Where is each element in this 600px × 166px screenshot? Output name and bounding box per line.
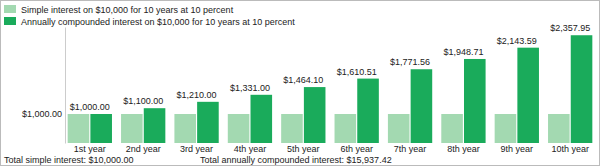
- y-axis-line: [65, 28, 66, 144]
- bar: [90, 114, 112, 143]
- x-tick-label: 3rd year: [180, 144, 213, 154]
- data-label: $1,464.10: [283, 75, 323, 85]
- data-label: $1,100.00: [123, 96, 163, 106]
- x-tick: 5th year: [287, 143, 320, 154]
- bar: [335, 114, 357, 143]
- frame: [1, 1, 600, 166]
- bar: [121, 114, 143, 143]
- x-tick: 4th year: [234, 143, 267, 154]
- data-label: $1,000.00: [70, 102, 110, 112]
- data-label: $1,610.51: [337, 67, 377, 77]
- x-tick: 7th year: [394, 143, 427, 154]
- bar: [304, 87, 326, 143]
- bar: [281, 114, 303, 143]
- legend-label: Simple interest on $10,000 for 10 years …: [21, 5, 234, 15]
- legend-entry: Simple interest on $10,000 for 10 years …: [4, 5, 234, 15]
- y-axis: $1,000.00: [22, 28, 66, 144]
- x-tick: 9th year: [501, 143, 534, 154]
- y-tick-label: $1,000.00: [22, 109, 62, 119]
- x-tick-label: 10th year: [551, 144, 589, 154]
- x-tick-label: 2nd year: [126, 144, 161, 154]
- y-tick: $1,000.00: [22, 109, 65, 119]
- x-tick-label: 1st year: [74, 144, 106, 154]
- x-tick: 10th year: [551, 143, 589, 154]
- x-tick-label: 5th year: [287, 144, 320, 154]
- bars: [68, 35, 593, 143]
- chart: $1,000.00 1st year 2nd year 3rd year 4th yea…: [0, 0, 600, 166]
- x-tick: 6th year: [340, 143, 373, 154]
- annotation: Total simple interest: $10,000.00: [4, 155, 134, 165]
- data-label: $1,210.00: [177, 90, 217, 100]
- bar: [495, 114, 517, 143]
- x-tick-label: 7th year: [394, 144, 427, 154]
- annotation: Total annually compounded interest: $15,…: [200, 155, 392, 165]
- data-label: $1,331.00: [230, 83, 270, 93]
- x-tick: 2nd year: [126, 143, 161, 154]
- annotations: Total simple interest: $10,000.00 Total a…: [4, 155, 392, 165]
- legend: Simple interest on $10,000 for 10 years …: [4, 5, 295, 27]
- data-labels: $1,000.00 $1,100.00 $1,210.00 $1,331.00 $1,4…: [70, 23, 590, 112]
- legend-swatch: [4, 5, 16, 13]
- x-axis: 1st year 2nd year 3rd year 4th year 5th year…: [74, 143, 589, 154]
- x-tick: 3rd year: [180, 143, 213, 154]
- bar: [571, 35, 593, 143]
- bar: [68, 114, 90, 143]
- legend-swatch: [4, 17, 16, 25]
- legend-entry: Annually compounded interest on $10,000 …: [4, 17, 295, 27]
- bar: [144, 108, 166, 143]
- x-tick-label: 9th year: [501, 144, 534, 154]
- legend-label: Annually compounded interest on $10,000 …: [21, 17, 295, 27]
- x-tick-label: 6th year: [340, 144, 373, 154]
- data-label: $1,771.56: [390, 57, 430, 67]
- data-label: $2,143.59: [497, 36, 537, 46]
- bar: [411, 69, 433, 143]
- data-label: $1,948.71: [443, 47, 483, 57]
- x-tick-label: 4th year: [234, 144, 267, 154]
- bar: [228, 114, 250, 143]
- data-label: $2,357.95: [550, 23, 590, 33]
- bar: [517, 48, 539, 143]
- bar: [441, 114, 463, 143]
- bar: [197, 102, 219, 143]
- bar: [548, 114, 570, 143]
- x-tick-label: 8th year: [447, 144, 480, 154]
- bar: [251, 95, 273, 143]
- x-tick: 8th year: [447, 143, 480, 154]
- bar: [464, 59, 486, 143]
- bar: [174, 114, 196, 143]
- bar: [388, 114, 410, 143]
- bar: [357, 79, 379, 143]
- x-tick: 1st year: [74, 143, 106, 154]
